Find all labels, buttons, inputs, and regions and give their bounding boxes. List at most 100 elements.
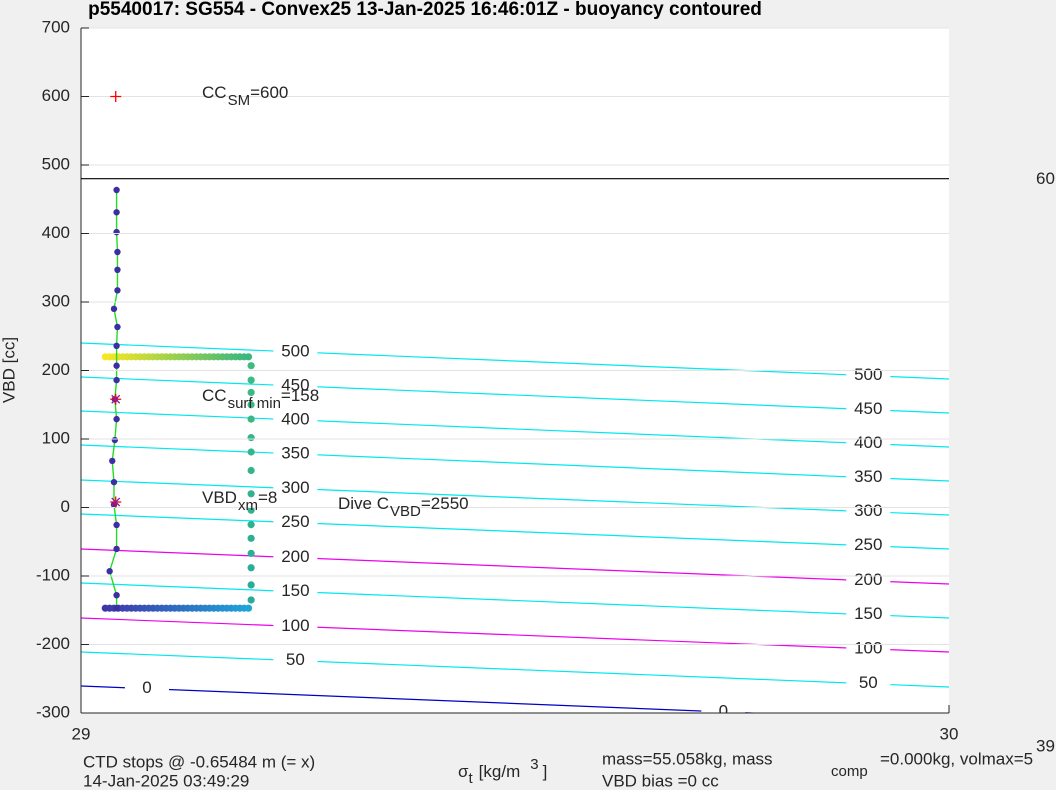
- x-tick-label: 30: [940, 724, 959, 743]
- contour-label-bg: [846, 537, 891, 554]
- annotation-main: CC: [202, 386, 227, 405]
- x-label-symbol: σ: [458, 762, 469, 781]
- contour-label: 500: [281, 341, 309, 360]
- contour-label-bg: [273, 583, 318, 600]
- stop-point: [247, 490, 255, 498]
- stop-point: [247, 448, 255, 456]
- contour-label-bg: [273, 480, 318, 497]
- y-tick-label: 300: [42, 291, 70, 310]
- trace-point: [114, 248, 121, 256]
- contour-label-bg: [846, 469, 891, 486]
- y-tick-label: 200: [42, 360, 70, 379]
- contour-label: 250: [281, 512, 309, 531]
- annotation: Dive CVBD=2550: [338, 494, 469, 519]
- trace-point: [106, 568, 113, 575]
- x-axis-label: σt [kg/m 3]: [458, 756, 547, 787]
- contour-label-bg: [273, 549, 318, 566]
- reference-label: 60: [1036, 169, 1055, 188]
- annotation-sub: SM: [228, 92, 251, 109]
- trace-point: [114, 323, 121, 331]
- contour-label: 500: [854, 365, 882, 384]
- contour-label-bg: [273, 445, 318, 462]
- contour-label-bg: [273, 377, 318, 394]
- contour-label: 0: [142, 678, 151, 697]
- stop-point: [247, 434, 255, 442]
- y-tick-label: 0: [61, 497, 70, 516]
- contour-label-bg: [846, 606, 891, 623]
- trace-point: [113, 186, 120, 194]
- contour-label: 400: [281, 409, 309, 428]
- contour-line: [81, 582, 949, 619]
- trace-line: [108, 190, 119, 609]
- footer-text: mass=55.058kg, mass: [602, 749, 773, 768]
- contour-label-bg: [273, 652, 318, 669]
- marker: [111, 497, 121, 507]
- annotation: CCsurf min=158: [202, 386, 319, 411]
- contour-label: 50: [286, 650, 305, 669]
- y-tick-label: 500: [42, 154, 70, 173]
- plot: 0 0 50 50 100 100 150 150 200 200 250 250 300 300 350 3…: [81, 186, 949, 720]
- y-axis-label: VBD [cc]: [0, 337, 18, 403]
- contour-label-bg: [846, 572, 891, 589]
- stop-point: [244, 353, 253, 361]
- stop-point: [247, 549, 255, 557]
- annotation: CCSM=600: [202, 83, 288, 108]
- trace-point: [113, 376, 120, 384]
- stop-point: [247, 506, 255, 514]
- trace-point: [110, 478, 118, 486]
- y-tick-label: 600: [42, 86, 70, 105]
- y-tick-label: 700: [42, 17, 70, 36]
- trace-point: [114, 287, 121, 294]
- contour-label: 50: [859, 673, 878, 692]
- annotation: VBDxm=8: [202, 488, 277, 513]
- marker: [111, 394, 121, 404]
- contour-line: [81, 444, 949, 482]
- contour-label-bg: [846, 675, 891, 692]
- annotation-main: CC: [202, 83, 227, 102]
- chart-title: p5540017: SG554 - Convex25 13-Jan-2025 1…: [88, 0, 762, 20]
- contour-line: [81, 479, 949, 516]
- trace-point: [113, 591, 120, 599]
- contour-label-bg: [273, 411, 318, 428]
- contour-line: [81, 548, 949, 585]
- trace-point: [113, 415, 120, 423]
- trace-point: [114, 266, 121, 274]
- stop-point: [247, 564, 255, 572]
- contour-label: 450: [281, 375, 309, 394]
- contour-line: [81, 617, 949, 653]
- annotation-main: VBD: [202, 488, 237, 507]
- contour-label: 0: [719, 701, 728, 720]
- trace-point: [109, 457, 116, 465]
- stop-point: [247, 581, 255, 589]
- contour-line: [81, 651, 949, 688]
- x-label-sub: t: [469, 770, 474, 787]
- x-label-close: ]: [543, 762, 548, 781]
- contour-label: 200: [281, 547, 309, 566]
- contour-line: [81, 410, 949, 448]
- stop-point: [247, 521, 255, 529]
- contour-label-bg: [846, 367, 891, 384]
- annotation-main: Dive C: [338, 494, 389, 513]
- footer-text: 39: [1036, 736, 1055, 755]
- x-tick-label: 29: [72, 724, 91, 743]
- stop-point: [247, 401, 255, 409]
- contour-label: 450: [854, 399, 882, 418]
- annotation-tail: =8: [258, 488, 277, 507]
- contour-label: 300: [281, 478, 309, 497]
- contour-label: 100: [854, 638, 882, 657]
- contour-label: 100: [281, 616, 309, 635]
- footer-text: comp: [831, 763, 868, 780]
- contour-label: 300: [854, 501, 882, 520]
- contour-line: [81, 513, 949, 550]
- footer-text: =0.000kg, volmax=5: [880, 749, 1033, 768]
- stop-point: [247, 534, 255, 542]
- annotation-tail: =600: [250, 83, 288, 102]
- annotation-sub: VBD: [390, 503, 421, 520]
- trace-point: [111, 436, 119, 444]
- contour-label-bg: [846, 435, 891, 452]
- stop-point: [247, 596, 255, 604]
- stop-point: [247, 466, 255, 475]
- x-label-sup: 3: [530, 756, 538, 773]
- trace-point: [113, 342, 120, 350]
